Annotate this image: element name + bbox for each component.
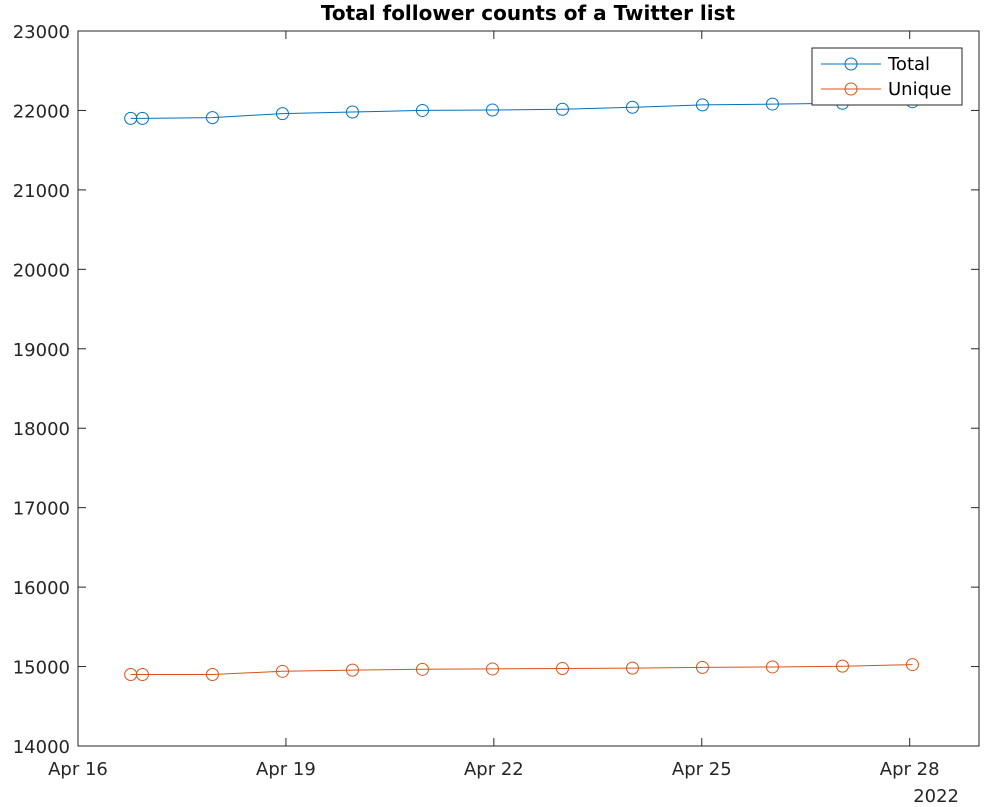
y-tick-label: 21000 — [13, 181, 70, 202]
data-point-total — [695, 98, 709, 112]
data-point-unique — [555, 662, 569, 676]
data-point-total — [765, 97, 779, 111]
y-tick-label: 16000 — [13, 578, 70, 599]
x-tick-label: Apr 25 — [672, 759, 732, 780]
data-point-total — [275, 107, 289, 121]
series-layer — [124, 95, 919, 681]
y-axis: 14000 15000 16000 17000 18000 19000 20000 21000… — [13, 22, 979, 758]
y-tick-label: 14000 — [13, 737, 70, 758]
data-point-total — [345, 105, 359, 119]
data-point-unique — [345, 663, 359, 677]
data-point-total — [625, 100, 639, 114]
data-point-total — [485, 103, 499, 117]
legend-box — [811, 47, 963, 106]
data-point-total — [415, 103, 429, 117]
chart-title: Total follower counts of a Twitter list — [321, 1, 736, 25]
data-point-unique — [905, 658, 919, 672]
x-tick-label: Apr 28 — [880, 759, 940, 780]
data-point-unique — [765, 660, 779, 674]
y-tick-label: 18000 — [13, 419, 70, 440]
data-point-unique — [275, 664, 289, 678]
series-line-unique — [130, 664, 913, 675]
x-axis: Apr 16 Apr 19 Apr 22 Apr 25 Apr 28 — [48, 31, 940, 780]
data-point-unique — [205, 668, 219, 681]
y-tick-label: 19000 — [13, 340, 70, 361]
legend-label-total: Total — [887, 54, 930, 75]
y-tick-label: 17000 — [13, 499, 70, 520]
legend-marker-total — [844, 57, 858, 71]
plot-area — [77, 30, 980, 747]
data-point-unique — [625, 661, 639, 675]
series-line-total — [130, 101, 913, 119]
y-tick-label: 20000 — [13, 260, 70, 281]
series-unique — [124, 658, 919, 681]
data-point-total — [205, 111, 219, 125]
legend-marker-unique — [844, 82, 858, 96]
legend-label-unique: Unique — [888, 79, 952, 100]
data-point-total — [555, 102, 569, 116]
y-tick-label: 23000 — [13, 22, 70, 43]
data-point-unique — [415, 662, 429, 676]
legend: Total Unique — [811, 47, 963, 106]
x-tick-label: Apr 22 — [464, 759, 524, 780]
x-axis-year-label: 2022 — [913, 786, 959, 807]
data-point-unique — [835, 659, 849, 673]
x-tick-label: Apr 16 — [48, 759, 108, 780]
y-tick-label: 15000 — [13, 658, 70, 679]
y-tick-label: 22000 — [13, 101, 70, 122]
data-point-unique — [485, 662, 499, 676]
data-point-total — [135, 111, 149, 125]
x-tick-label: Apr 19 — [256, 759, 316, 780]
data-point-unique — [135, 668, 149, 681]
data-point-unique — [695, 660, 709, 674]
